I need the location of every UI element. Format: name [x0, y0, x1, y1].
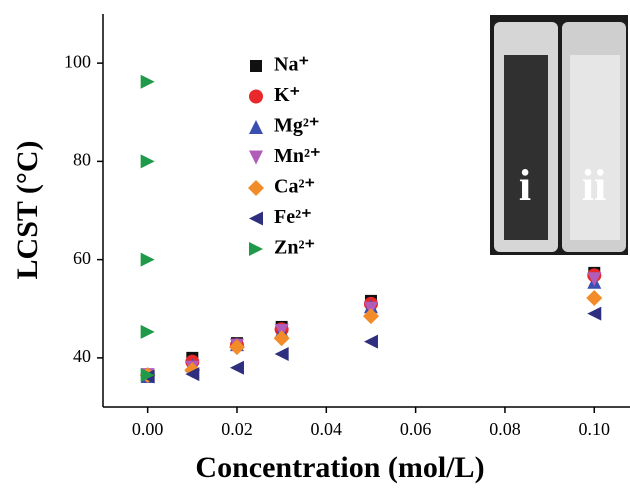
legend-marker	[250, 60, 262, 72]
legend-label: Ca²⁺	[274, 176, 315, 198]
y-axis-title: LCST (°C)	[11, 141, 44, 280]
data-point	[273, 330, 290, 347]
data-point	[362, 308, 379, 325]
x-tick-label: 0.08	[489, 419, 521, 439]
legend-marker	[249, 89, 263, 104]
x-tick-label: 0.10	[579, 419, 611, 439]
data-point	[587, 272, 602, 287]
legend-label: Zn²⁺	[274, 237, 315, 259]
y-tick-label: 80	[73, 150, 91, 170]
legend-marker	[249, 150, 263, 165]
legend-marker	[249, 242, 263, 256]
data-point	[140, 324, 155, 339]
x-tick-label: 0.06	[400, 419, 432, 439]
y-tick-label: 100	[64, 51, 91, 71]
y-tick-label: 60	[73, 248, 91, 268]
legend-label: Na⁺	[274, 54, 309, 76]
x-tick-label: 0.04	[311, 419, 343, 439]
data-point	[140, 154, 155, 169]
y-tick-label: 40	[73, 346, 91, 366]
x-axis-title: Concentration (mol/L)	[195, 451, 484, 484]
inset-label: i	[519, 161, 531, 210]
data-point	[140, 74, 155, 89]
legend-label: Fe²⁺	[274, 206, 312, 228]
legend-marker	[249, 211, 263, 226]
legend-label: Mn²⁺	[274, 145, 321, 167]
data-point	[140, 252, 155, 267]
data-point	[185, 367, 200, 382]
legend-marker	[249, 120, 263, 134]
data-point	[274, 346, 289, 361]
legend-label: K⁺	[274, 84, 300, 106]
inset-label: ii	[582, 161, 606, 210]
legend-label: Mg²⁺	[274, 115, 319, 137]
data-point	[587, 306, 602, 321]
x-tick-label: 0.00	[132, 419, 164, 439]
data-point	[228, 339, 245, 356]
cuvette-right-liquid	[570, 55, 620, 240]
x-tick-label: 0.02	[221, 419, 253, 439]
legend-marker	[248, 180, 264, 196]
data-point	[229, 360, 244, 375]
inset-photo: i ii	[490, 15, 628, 255]
data-point	[140, 368, 155, 383]
data-point	[586, 289, 603, 306]
cuvette-left-liquid	[504, 55, 548, 240]
data-point	[363, 334, 378, 349]
